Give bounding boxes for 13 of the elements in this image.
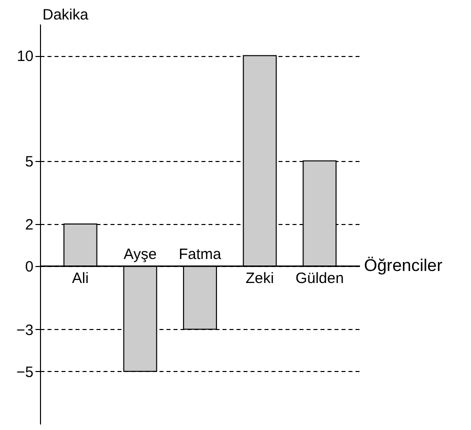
y-tick-label: −3 bbox=[16, 322, 34, 339]
y-tick-label: −5 bbox=[16, 364, 34, 381]
x-tick-label: Ali bbox=[72, 270, 89, 288]
y-tick-label: 5 bbox=[25, 153, 34, 170]
x-tick-label: Fatma bbox=[178, 246, 222, 264]
y-tick-label: 10 bbox=[16, 48, 34, 66]
y-tick-label: 2 bbox=[25, 216, 34, 234]
x-axis-title: Öğrenciler bbox=[364, 256, 443, 276]
x-tick-label: Zeki bbox=[246, 270, 274, 288]
x-tick-label: Gülden bbox=[295, 270, 344, 288]
x-tick-label: Ayşe bbox=[124, 246, 157, 264]
y-tick-label: 0 bbox=[25, 258, 34, 276]
y-axis-title: Dakika bbox=[42, 6, 90, 24]
